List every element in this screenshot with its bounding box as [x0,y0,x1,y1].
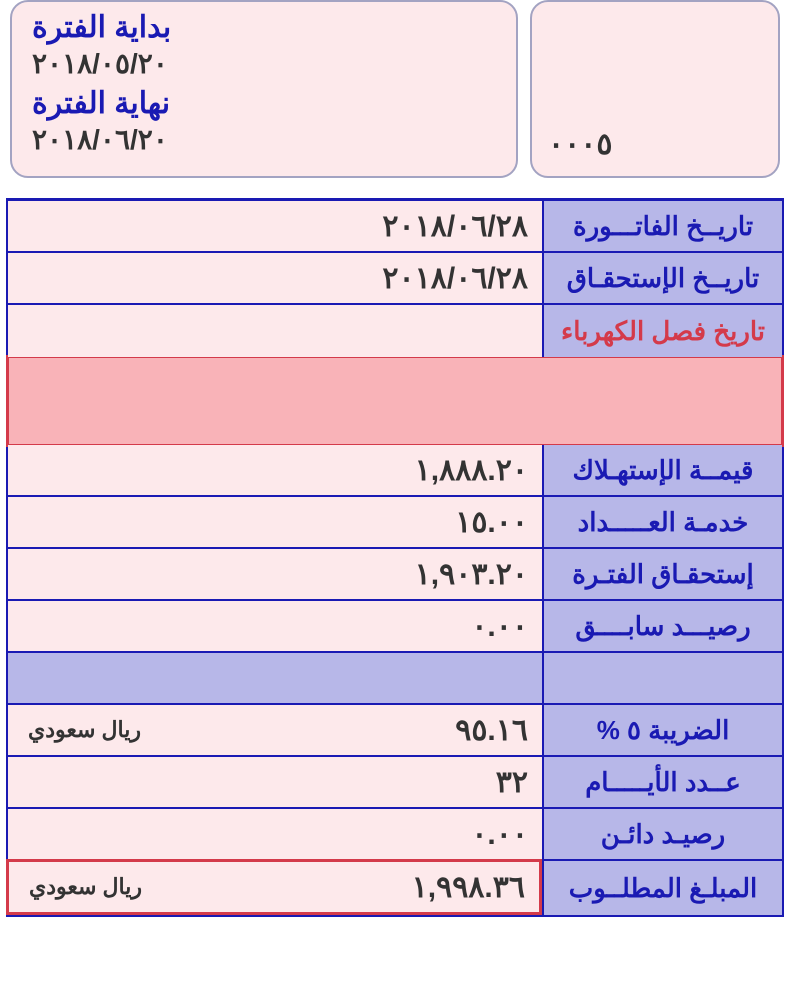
due-date-label: تاريــخ الإستحقـاق [542,253,782,303]
credit-label: رصيـد دائـن [542,809,782,859]
period-start-date: ٢٠١٨/٠٥/٢٠ [32,47,496,80]
header-section: ٠٠٠٥ بداية الفترة ٢٠١٨/٠٥/٢٠ نهاية الفتر… [0,0,790,198]
code-value: ٠٠٠٥ [548,127,612,162]
highlight-banner [6,355,784,447]
cutoff-date-value [8,305,542,357]
period-box: بداية الفترة ٢٠١٨/٠٥/٢٠ نهاية الفترة ٢٠١… [10,0,518,178]
total-currency: ريال سعودي [23,874,142,900]
total-value: ريال سعودي ١,٩٩٨.٣٦ [6,859,542,915]
tax-value: ريال سعودي ٩٥.١٦ [8,705,542,755]
spacer-row [8,653,782,705]
prev-balance-value: ٠.٠٠ [8,601,542,651]
table-row: قيمــة الإستهـلاك ١,٨٨٨.٢٠ [8,445,782,497]
invoice-table: تاريــخ الفاتـــورة ٢٠١٨/٠٦/٢٨ تاريــخ ا… [6,198,784,917]
table-row: رصيـد دائـن ٠.٠٠ [8,809,782,861]
days-label: عــدد الأيـــــام [542,757,782,807]
invoice-date-label: تاريــخ الفاتـــورة [542,201,782,251]
table-row: رصيـــد سابــــق ٠.٠٠ [8,601,782,653]
code-box: ٠٠٠٥ [530,0,780,178]
period-due-value: ١,٩٠٣.٢٠ [8,549,542,599]
period-end-label: نهاية الفترة [32,86,496,121]
due-date-value: ٢٠١٨/٠٦/٢٨ [8,253,542,303]
period-due-label: إستحقـاق الفتـرة [542,549,782,599]
tax-currency: ريال سعودي [22,717,141,743]
meter-service-value: ١٥.٠٠ [8,497,542,547]
table-row: تاريــخ الإستحقـاق ٢٠١٨/٠٦/٢٨ [8,253,782,305]
table-row: الضريبة ٥ % ريال سعودي ٩٥.١٦ [8,705,782,757]
invoice-date-value: ٢٠١٨/٠٦/٢٨ [8,201,542,251]
table-row: تاريــخ الفاتـــورة ٢٠١٨/٠٦/٢٨ [8,201,782,253]
spacer-value [8,653,542,703]
table-row: إستحقـاق الفتـرة ١,٩٠٣.٢٠ [8,549,782,601]
tax-label: الضريبة ٥ % [542,705,782,755]
total-row: المبلـغ المطلــوب ريال سعودي ١,٩٩٨.٣٦ [8,861,782,915]
cutoff-date-label: تاريخ فصل الكهرباء [542,305,782,357]
consumption-value: ١,٨٨٨.٢٠ [8,445,542,495]
table-row: عــدد الأيـــــام ٣٢ [8,757,782,809]
spacer-label [542,653,782,703]
consumption-label: قيمــة الإستهـلاك [542,445,782,495]
table-row: تاريخ فصل الكهرباء [8,305,782,357]
table-row: خدمـة العـــــداد ١٥.٠٠ [8,497,782,549]
credit-value: ٠.٠٠ [8,809,542,859]
prev-balance-label: رصيـــد سابــــق [542,601,782,651]
period-end-date: ٢٠١٨/٠٦/٢٠ [32,123,496,156]
meter-service-label: خدمـة العـــــداد [542,497,782,547]
total-label: المبلـغ المطلــوب [542,861,782,915]
period-start-label: بداية الفترة [32,10,496,45]
days-value: ٣٢ [8,757,542,807]
